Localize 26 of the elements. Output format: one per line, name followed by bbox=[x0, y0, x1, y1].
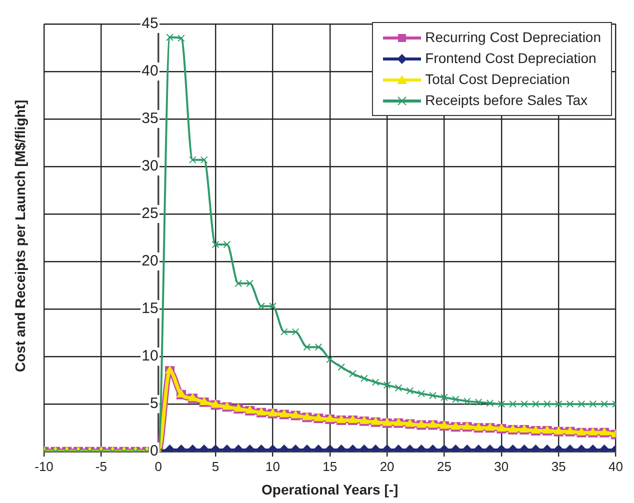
y-tick-label: 40 bbox=[142, 62, 158, 80]
x-tick-label: 40 bbox=[608, 458, 624, 474]
y-tick-label: 45 bbox=[142, 15, 158, 32]
x-tick-label: 5 bbox=[212, 458, 220, 474]
y-tick-label: 35 bbox=[142, 110, 158, 128]
y-tick-label: 25 bbox=[142, 205, 158, 222]
y-tick-label: 30 bbox=[142, 158, 158, 175]
x-tick-label: 15 bbox=[322, 458, 338, 474]
y-tick-label: 15 bbox=[142, 300, 158, 318]
x-tick-label: 30 bbox=[494, 458, 509, 474]
legend-label: Recurring Cost Depreciation bbox=[425, 28, 601, 47]
x-tick-label: 20 bbox=[380, 458, 394, 474]
x-tick-label: -10 bbox=[34, 458, 54, 474]
x-tick-label: 35 bbox=[551, 458, 566, 474]
y-tick-label: 10 bbox=[142, 348, 158, 365]
y-axis-title: Cost and Receipts per Launch [M$/flight] bbox=[12, 99, 28, 372]
y-tick-label: 5 bbox=[150, 395, 158, 412]
x-tick-label: -5 bbox=[95, 458, 107, 474]
legend-label: Frontend Cost Depreciation bbox=[425, 49, 596, 68]
legend-label: Total Cost Depreciation bbox=[425, 70, 570, 89]
x-tick-label: 10 bbox=[265, 458, 280, 474]
y-tick-label: 20 bbox=[142, 252, 158, 270]
x-axis-title: Operational Years [-] bbox=[262, 481, 398, 498]
y-tick-label: 0 bbox=[150, 442, 158, 460]
x-tick-label: 25 bbox=[437, 458, 452, 474]
legend-label: Receipts before Sales Tax bbox=[425, 91, 588, 110]
